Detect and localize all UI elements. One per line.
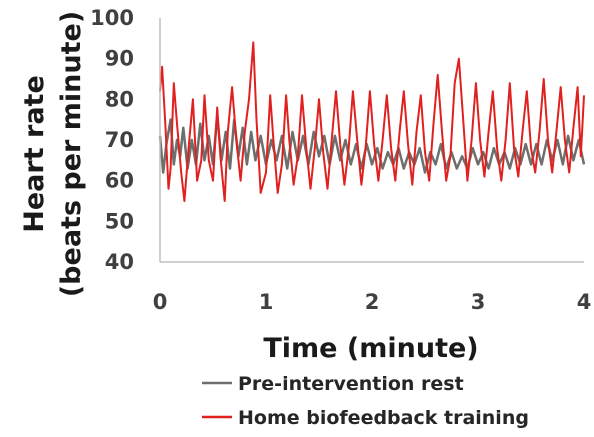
series-line-home-biofeedback-training bbox=[159, 41, 585, 202]
x-tick-label: 3 bbox=[471, 290, 486, 314]
x-tick-labels: 0 1 2 3 4 bbox=[153, 290, 592, 314]
y-axis-title-line-2: (beats per minute) bbox=[56, 11, 87, 297]
y-tick-label: 70 bbox=[105, 128, 134, 152]
y-tick-labels: 40 50 60 70 80 90 100 bbox=[90, 6, 134, 274]
legend: Pre-intervention rest Home biofeedback t… bbox=[202, 373, 529, 429]
x-tick-label: 1 bbox=[259, 290, 274, 314]
x-tick-label: 2 bbox=[365, 290, 380, 314]
x-axis-title: Time (minute) bbox=[263, 333, 478, 364]
y-tick-label: 90 bbox=[105, 47, 134, 71]
y-axis-title-line-1: Heart rate bbox=[19, 75, 50, 233]
legend-label-pre-intervention-rest: Pre-intervention rest bbox=[238, 373, 464, 395]
legend-label-home-biofeedback-training: Home biofeedback training bbox=[238, 407, 529, 429]
x-tick-label: 0 bbox=[153, 290, 168, 314]
y-tick-label: 100 bbox=[90, 6, 134, 30]
y-tick-label: 50 bbox=[105, 209, 134, 233]
plot-area bbox=[158, 41, 586, 202]
y-tick-label: 80 bbox=[105, 87, 134, 111]
y-tick-label: 60 bbox=[105, 169, 134, 193]
x-tick-label: 4 bbox=[577, 290, 592, 314]
y-tick-label: 40 bbox=[105, 250, 134, 274]
